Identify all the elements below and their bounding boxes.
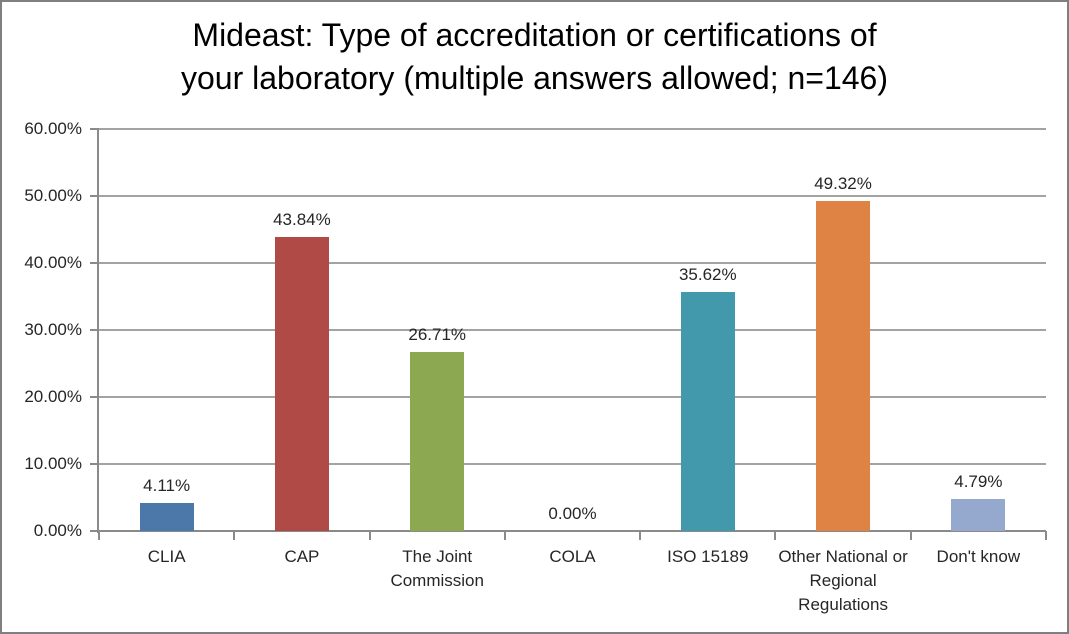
x-tick-2 <box>368 531 371 540</box>
x-axis-label-cola: COLA <box>549 547 596 566</box>
gridline-10 <box>99 463 1046 465</box>
y-tick-60 <box>90 128 99 130</box>
value-label-clia: 4.11% <box>143 476 191 496</box>
bar-other-national-or-regional-regulations <box>816 200 871 531</box>
y-axis-label-10: 10.00% <box>24 454 82 473</box>
y-tick-20 <box>90 396 99 398</box>
chart-title-line-2: your laboratory (multiple answers allowe… <box>180 60 888 96</box>
y-tick-10 <box>90 463 99 465</box>
gridline-30 <box>99 329 1046 331</box>
y-axis-label-50: 50.00% <box>24 186 82 205</box>
y-axis-label-20: 20.00% <box>24 387 82 406</box>
value-label-iso-15189: 35.62% <box>678 265 737 285</box>
bar-clia <box>139 503 194 531</box>
y-tick-30 <box>90 329 99 331</box>
bar-the-joint-commission <box>410 352 465 531</box>
value-label-other-national-or-regional-regulations: 49.32% <box>814 173 872 193</box>
value-label-the-joint-commission: 26.71% <box>408 325 467 345</box>
x-axis-label-clia: CLIA <box>147 547 186 566</box>
gridline-60 <box>99 128 1046 130</box>
bar-cap <box>274 237 329 531</box>
x-axis-label-the-joint-commission: The Joint Commission <box>390 547 484 590</box>
x-axis-label-iso-15189: ISO 15189 <box>667 547 749 566</box>
chart-title: Mideast: Type of accreditation or certif… <box>2 14 1067 100</box>
gridline-20 <box>99 396 1046 398</box>
y-axis-label-0: 0.00% <box>33 521 82 540</box>
x-tick-0 <box>98 531 100 540</box>
chart-title-line-1: Mideast: Type of accreditation or certif… <box>192 17 877 53</box>
x-tick-6 <box>909 531 912 540</box>
bar-iso-15189 <box>680 292 735 531</box>
x-tick-1 <box>233 531 236 540</box>
x-axis-label-don-t-know: Don't know <box>936 547 1021 566</box>
x-tick-3 <box>503 531 506 540</box>
y-tick-40 <box>90 262 99 264</box>
y-tick-0 <box>90 530 99 532</box>
x-tick-7 <box>1045 531 1047 540</box>
x-axis-label-cap: CAP <box>284 547 320 566</box>
y-axis-line <box>97 129 99 533</box>
x-axis-line <box>90 530 1046 532</box>
bar-don-t-know <box>951 498 1006 531</box>
y-axis-label-30: 30.00% <box>24 320 82 339</box>
x-tick-5 <box>774 531 777 540</box>
x-axis-label-other-national-or-regional-regulations: Other National or Regional Regulations <box>778 547 908 614</box>
value-label-cola: 0.00% <box>548 504 597 523</box>
gridline-40 <box>99 262 1046 264</box>
value-label-cap: 43.84% <box>273 210 331 230</box>
value-label-don-t-know: 4.79% <box>954 471 1003 491</box>
y-tick-50 <box>90 195 99 197</box>
x-tick-4 <box>639 531 642 540</box>
y-axis-label-40: 40.00% <box>24 253 82 272</box>
y-axis-label-60: 60.00% <box>24 119 82 138</box>
gridline-50 <box>99 195 1046 197</box>
